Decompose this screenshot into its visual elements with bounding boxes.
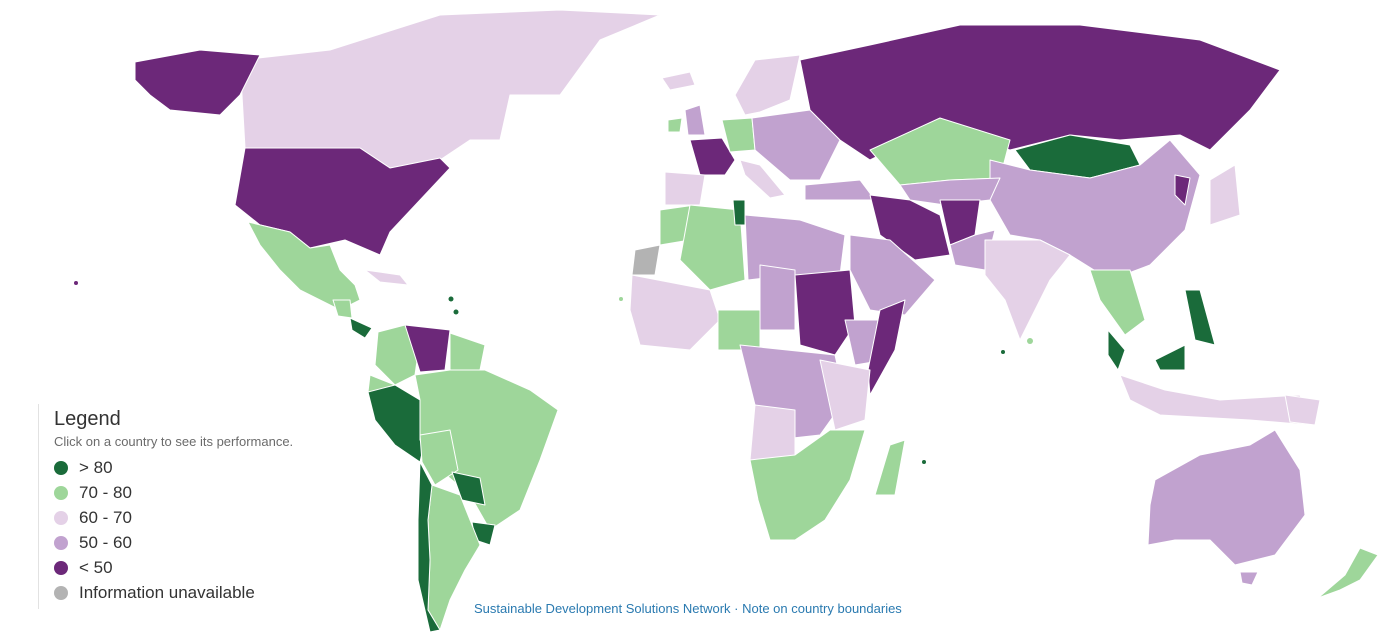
legend-label-50-60: 50 - 60: [79, 532, 132, 552]
island-mauritius[interactable]: [922, 460, 926, 464]
country-southern-africa[interactable]: [749, 429, 866, 541]
legend-subtitle: Click on a country to see its performanc…: [54, 434, 294, 449]
legend-label-lt50: < 50: [79, 557, 113, 577]
country-madagascar[interactable]: [874, 439, 906, 496]
legend-swatch-na: [54, 585, 68, 600]
country-iran[interactable]: [869, 194, 951, 261]
island-maldives[interactable]: [1001, 350, 1005, 354]
country-iceland[interactable]: [661, 71, 696, 91]
country-algeria[interactable]: [679, 204, 746, 291]
island-sri-lanka[interactable]: [1027, 338, 1033, 344]
country-argentina[interactable]: [427, 484, 481, 631]
legend-item-50-60[interactable]: 50 - 60: [54, 530, 338, 555]
country-korea[interactable]: [1174, 174, 1191, 206]
country-uk[interactable]: [684, 104, 706, 136]
attribution-footer: Sustainable Development Solutions Networ…: [474, 601, 902, 616]
country-western-sahara[interactable]: [631, 244, 661, 276]
country-guyana[interactable]: [449, 332, 486, 371]
legend-swatch-60-70: [54, 510, 68, 525]
country-australia[interactable]: [1147, 429, 1306, 566]
country-west-africa[interactable]: [629, 274, 721, 351]
country-panama[interactable]: [349, 317, 373, 339]
country-chad[interactable]: [759, 264, 796, 331]
legend-item-70-80[interactable]: 70 - 80: [54, 480, 338, 505]
island-caribbean-b[interactable]: [453, 309, 459, 315]
island-cape-verde[interactable]: [619, 297, 623, 301]
country-nigeria[interactable]: [717, 309, 761, 351]
legend-label-70-80: 70 - 80: [79, 482, 132, 502]
country-sudan[interactable]: [794, 269, 856, 356]
country-russia[interactable]: [799, 24, 1281, 161]
country-indonesia[interactable]: [1119, 374, 1311, 426]
country-peru[interactable]: [367, 384, 426, 463]
country-east-africa[interactable]: [819, 359, 871, 431]
legend-panel: Legend Click on a country to see its per…: [38, 404, 338, 609]
country-france[interactable]: [689, 137, 736, 176]
legend-label-na: Information unavailable: [79, 582, 255, 602]
legend-label-60-70: 60 - 70: [79, 507, 132, 527]
country-ireland[interactable]: [667, 117, 683, 133]
country-japan[interactable]: [1209, 164, 1241, 226]
legend-item-na[interactable]: Information unavailable: [54, 580, 338, 605]
legend-item-gt80[interactable]: > 80: [54, 455, 338, 480]
legend-label-gt80: > 80: [79, 457, 113, 477]
country-borneo-malaysia[interactable]: [1154, 344, 1186, 371]
country-venezuela[interactable]: [404, 324, 451, 373]
legend-item-60-70[interactable]: 60 - 70: [54, 505, 338, 530]
country-china[interactable]: [989, 139, 1201, 281]
country-malaysia[interactable]: [1107, 329, 1126, 371]
country-paraguay[interactable]: [451, 471, 486, 506]
island-caribbean-a[interactable]: [448, 296, 454, 302]
legend-swatch-gt80: [54, 460, 68, 475]
country-bolivia[interactable]: [419, 429, 459, 486]
legend-swatch-lt50: [54, 560, 68, 575]
legend-swatch-70-80: [54, 485, 68, 500]
country-italy[interactable]: [739, 159, 786, 199]
country-new-zealand[interactable]: [1317, 547, 1379, 599]
country-mexico[interactable]: [247, 221, 361, 311]
country-iberia[interactable]: [664, 171, 706, 206]
country-tasmania[interactable]: [1239, 571, 1259, 586]
source-link[interactable]: Sustainable Development Solutions Networ…: [474, 601, 731, 616]
footer-separator: ·: [730, 601, 743, 616]
country-somalia[interactable]: [867, 299, 906, 396]
boundaries-note-link[interactable]: Note on country boundaries: [742, 601, 902, 616]
country-guatemala[interactable]: [332, 299, 353, 319]
legend-item-lt50[interactable]: < 50: [54, 555, 338, 580]
country-canada[interactable]: [239, 9, 661, 169]
country-papua-new-guinea[interactable]: [1284, 394, 1321, 426]
island-hawaii[interactable]: [74, 281, 78, 285]
country-india[interactable]: [984, 239, 1071, 341]
country-cuba[interactable]: [364, 269, 409, 286]
legend-title: Legend: [54, 408, 121, 430]
legend-swatch-50-60: [54, 535, 68, 550]
country-tunisia[interactable]: [732, 199, 746, 226]
country-southeast-asia[interactable]: [1089, 269, 1146, 336]
country-scandinavia[interactable]: [734, 54, 801, 116]
country-angola[interactable]: [749, 404, 796, 461]
country-chile[interactable]: [417, 461, 441, 633]
country-alaska-usa[interactable]: [134, 49, 261, 116]
country-turkey[interactable]: [804, 179, 876, 201]
country-philippines[interactable]: [1184, 289, 1216, 346]
